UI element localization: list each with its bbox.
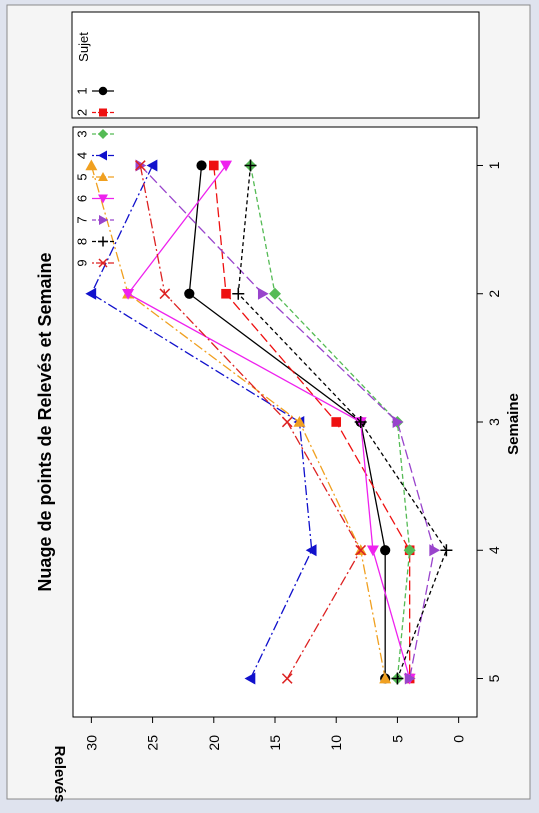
data-point bbox=[135, 160, 146, 171]
data-point bbox=[355, 544, 367, 556]
data-point bbox=[184, 288, 195, 299]
x-tick-label: 4 bbox=[486, 546, 502, 554]
data-point bbox=[159, 288, 171, 300]
data-point bbox=[269, 287, 281, 300]
legend-layer: 1 2 3 4 5 6 7 8 9 bbox=[75, 86, 114, 268]
y-tick-label: 10 bbox=[328, 735, 344, 751]
legend-marker bbox=[98, 86, 108, 96]
legend-marker bbox=[98, 236, 108, 247]
legend-label: 5 bbox=[75, 173, 90, 180]
data-point bbox=[232, 287, 245, 300]
data-point bbox=[440, 544, 453, 557]
data-point bbox=[293, 416, 306, 427]
data-point bbox=[392, 416, 404, 428]
legend-label: 4 bbox=[75, 152, 90, 159]
chart-title: Nuage de points de Relevés et Semaine bbox=[35, 252, 55, 591]
data-point bbox=[85, 159, 98, 171]
data-point bbox=[257, 287, 269, 300]
y-tick-label: 25 bbox=[145, 735, 161, 751]
data-point bbox=[281, 673, 293, 684]
data-point bbox=[122, 288, 135, 300]
data-point bbox=[244, 672, 256, 685]
legend-label: 9 bbox=[75, 259, 90, 266]
data-point bbox=[244, 159, 257, 172]
axes-layer: 1 2 3 4 5 0 5 10 15 20 25 30 bbox=[83, 161, 502, 750]
legend-label: 2 bbox=[75, 109, 90, 116]
legend-marker bbox=[99, 215, 108, 225]
y-tick-label: 0 bbox=[451, 735, 467, 743]
data-point bbox=[331, 417, 342, 427]
y-axis-label: Relevés bbox=[51, 746, 68, 803]
data-point bbox=[366, 545, 379, 557]
x-tick-label: 1 bbox=[486, 161, 502, 169]
legend-label: 6 bbox=[75, 195, 90, 202]
x-tick-label: 5 bbox=[486, 674, 502, 682]
x-tick-label: 2 bbox=[486, 290, 502, 298]
legend-item: 6 bbox=[75, 194, 114, 204]
legend-marker bbox=[98, 129, 108, 139]
data-point bbox=[221, 288, 231, 299]
legend-item: 4 bbox=[75, 150, 114, 161]
legend-item: 3 bbox=[75, 129, 114, 139]
data-point bbox=[380, 545, 391, 556]
series-9 bbox=[135, 160, 367, 684]
legend-item: 8 bbox=[75, 236, 114, 247]
data-point bbox=[429, 544, 441, 557]
series-line bbox=[139, 165, 435, 679]
y-tick-label: 30 bbox=[83, 735, 99, 751]
y-tick-label: 5 bbox=[389, 735, 405, 743]
y-tick-label: 15 bbox=[267, 735, 283, 751]
data-point bbox=[379, 672, 392, 684]
x-tick-label: 3 bbox=[486, 418, 502, 426]
legend-marker bbox=[98, 150, 107, 161]
legend-item: 1 bbox=[75, 86, 114, 96]
legend-marker bbox=[98, 258, 108, 268]
series-line bbox=[237, 165, 448, 679]
data-point bbox=[305, 544, 317, 557]
data-point bbox=[220, 160, 233, 172]
legend-label: 3 bbox=[75, 130, 90, 137]
series-8 bbox=[232, 159, 453, 685]
legend-marker bbox=[99, 108, 107, 117]
series-layer bbox=[85, 159, 453, 685]
data-point bbox=[391, 672, 404, 685]
y-tick-label: 20 bbox=[206, 735, 222, 751]
data-point bbox=[404, 672, 416, 685]
legend-marker bbox=[98, 194, 108, 204]
x-axis-label: Semaine bbox=[505, 393, 522, 455]
data-point bbox=[403, 544, 416, 557]
data-point bbox=[354, 416, 367, 428]
data-point bbox=[85, 287, 97, 300]
legend-item: 9 bbox=[75, 258, 114, 268]
legend-marker bbox=[98, 172, 108, 181]
legend-label: 8 bbox=[75, 238, 90, 245]
data-point bbox=[146, 159, 158, 172]
data-point bbox=[208, 160, 219, 171]
legend-item: 2 bbox=[75, 108, 114, 117]
legend-title: Sujet bbox=[76, 32, 91, 62]
legend-label: 1 bbox=[75, 87, 90, 94]
legend-box bbox=[71, 11, 480, 119]
legend-item: 5 bbox=[75, 172, 114, 181]
data-point bbox=[196, 160, 207, 171]
legend-item: 7 bbox=[75, 215, 114, 225]
plot-area bbox=[72, 126, 478, 718]
data-point bbox=[281, 416, 293, 428]
legend-label: 7 bbox=[75, 216, 90, 223]
